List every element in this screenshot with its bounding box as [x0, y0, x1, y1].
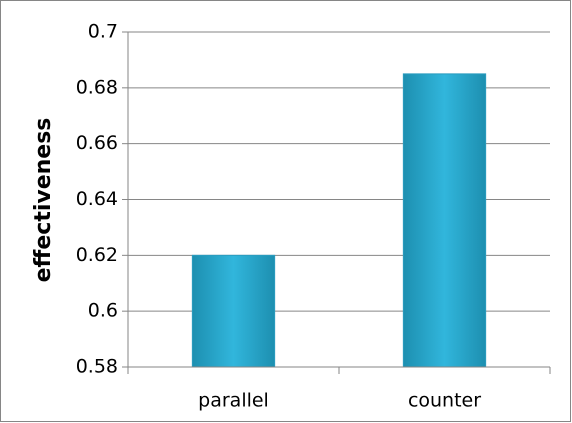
y-tick-label: 0.6 [88, 300, 118, 322]
y-tick-label: 0.62 [76, 244, 118, 266]
y-tick-label: 0.66 [76, 132, 118, 154]
y-axis-label: effectiveness [31, 118, 56, 283]
y-tick-label: 0.58 [76, 356, 118, 378]
y-tick-label: 0.68 [76, 76, 118, 98]
bar [402, 73, 487, 368]
y-tick-label: 0.64 [76, 188, 118, 210]
bar [191, 254, 276, 368]
y-tick-label: 0.7 [88, 21, 118, 43]
x-tick-label: parallel [198, 390, 269, 412]
x-tick-label: counter [408, 390, 481, 412]
